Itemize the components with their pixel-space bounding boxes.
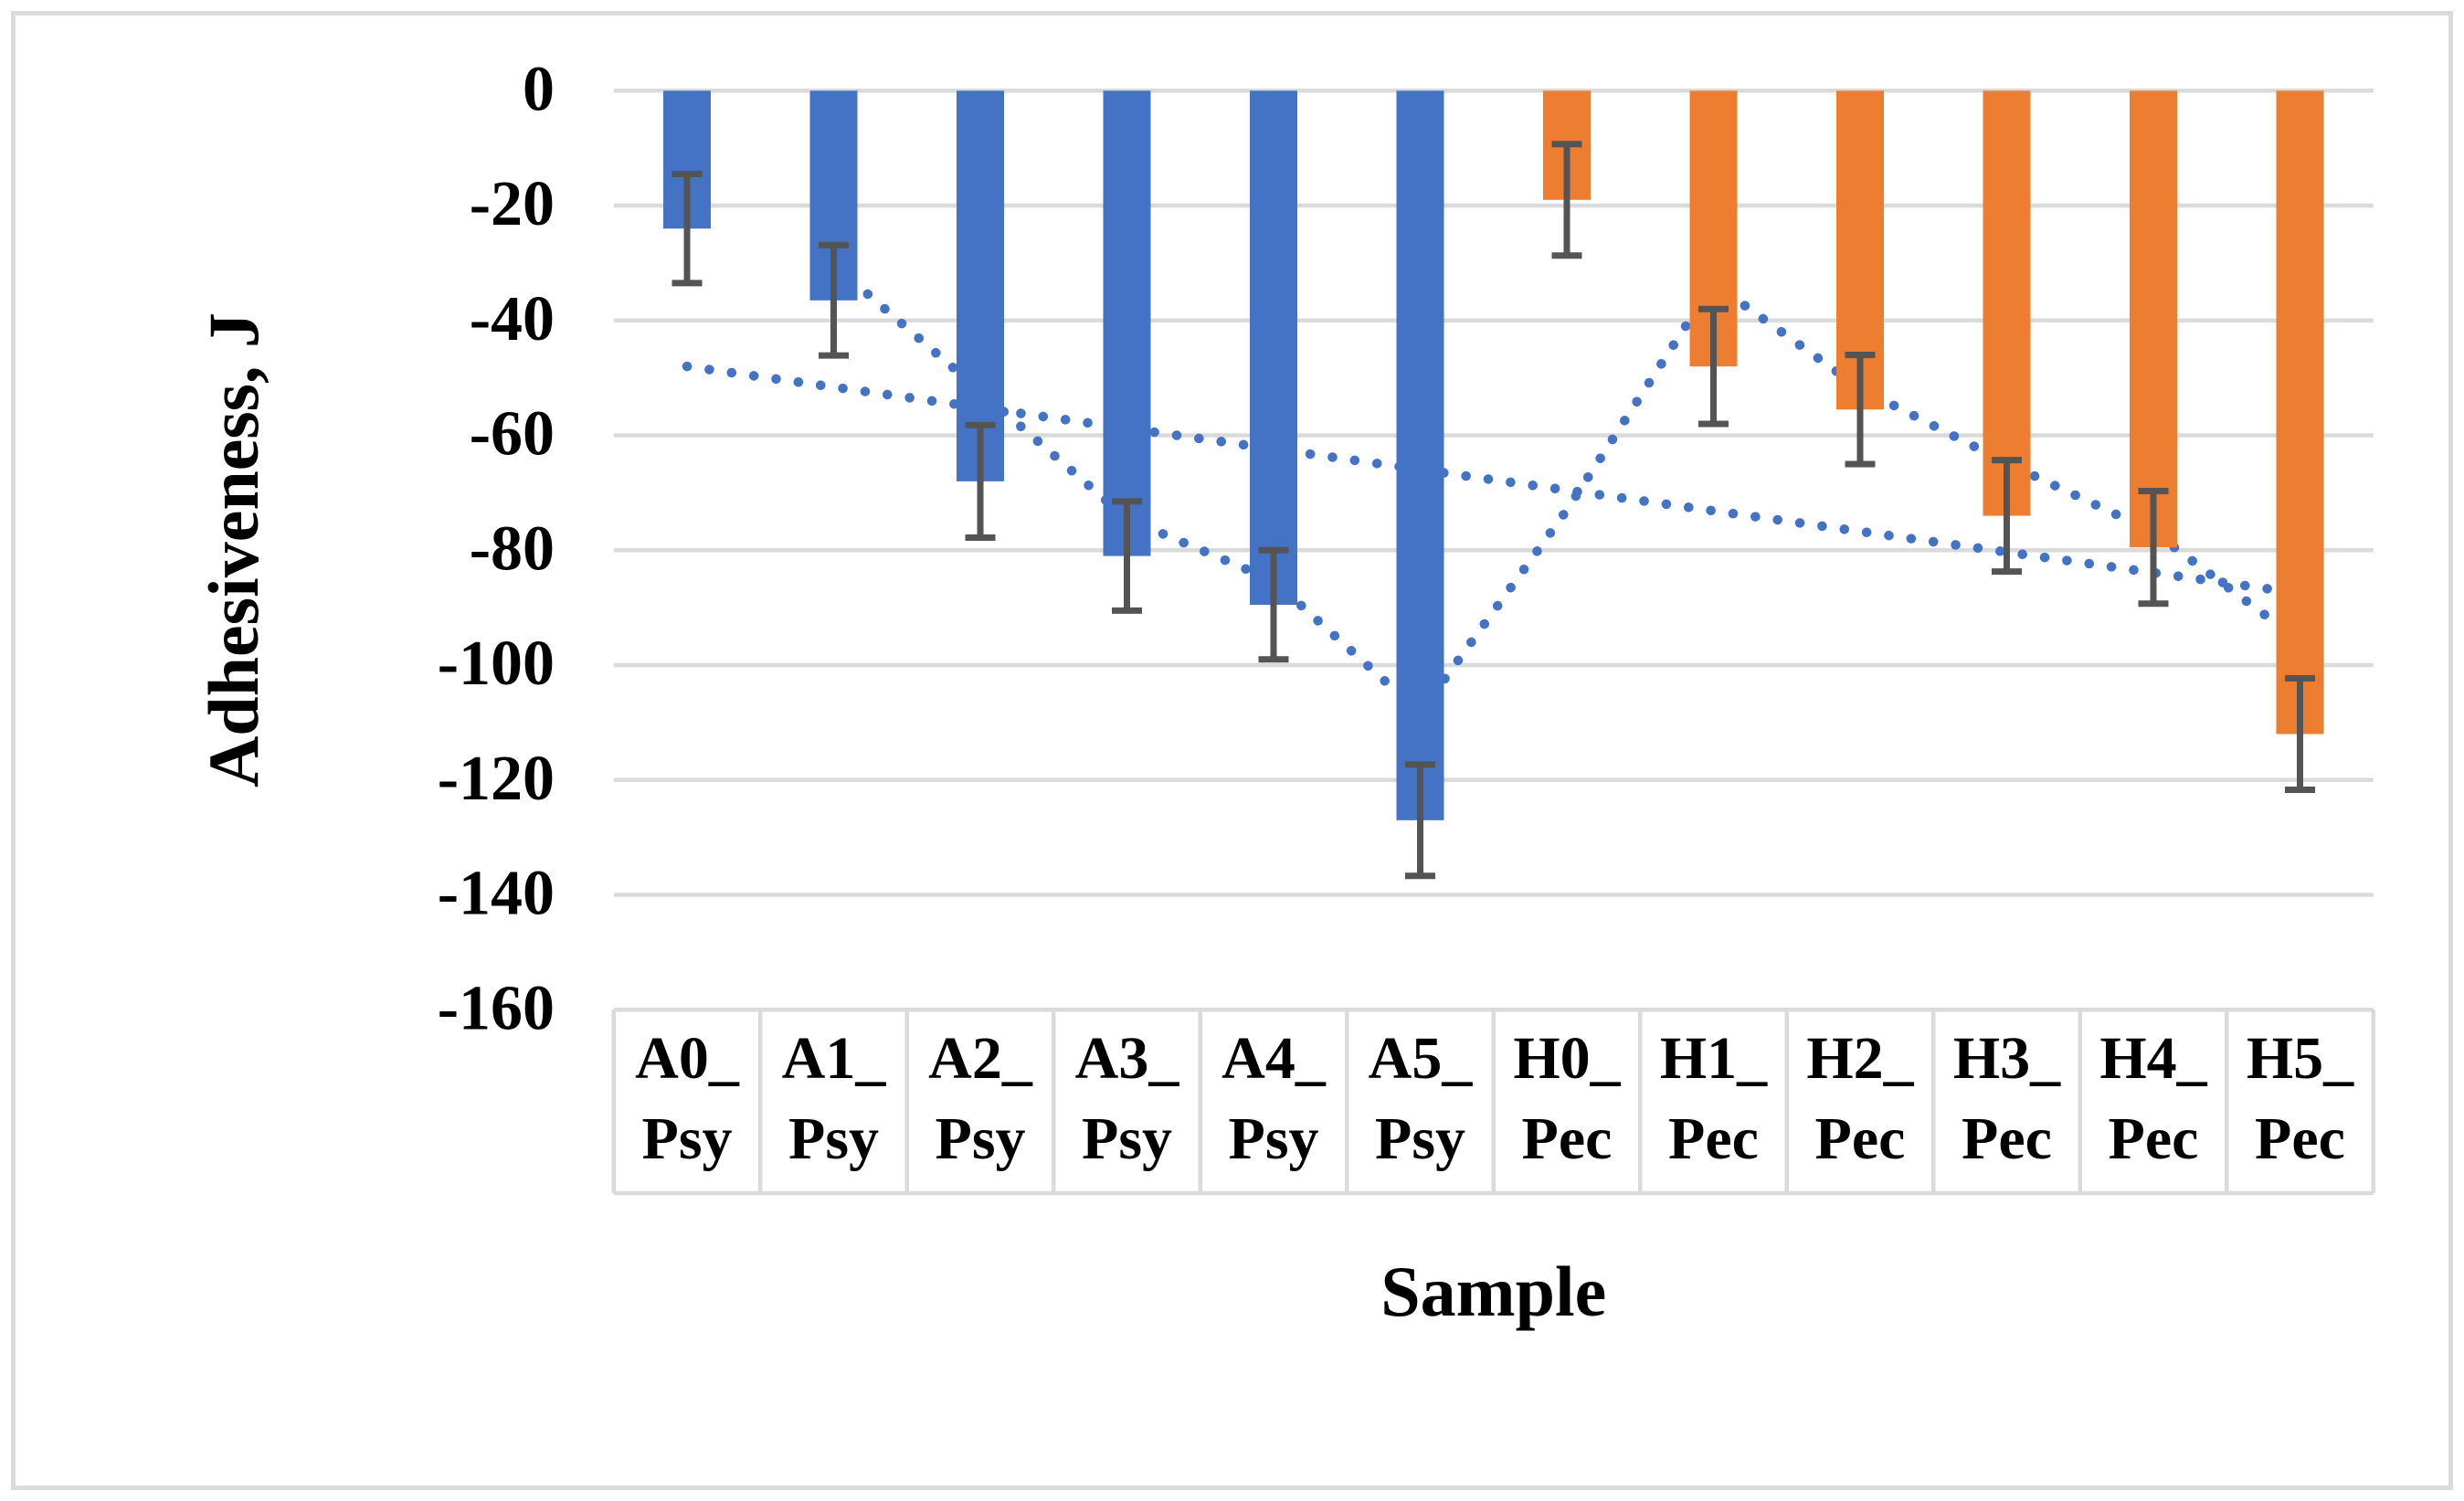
- category-label-line1-A1_Psy: A1_: [782, 1025, 887, 1092]
- category-label-line1-A3_Psy: A3_: [1075, 1025, 1180, 1092]
- category-label-line2-A0_Psy: Psy: [642, 1105, 733, 1172]
- bar-H4_Pec: [2130, 90, 2177, 548]
- category-label-line1-H1_Pec: H1_: [1660, 1025, 1768, 1092]
- x-axis-title: Sample: [1380, 1252, 1606, 1331]
- y-tick-label: -160: [438, 973, 555, 1043]
- category-label-line1-H4_Pec: H4_: [2099, 1025, 2207, 1092]
- category-label-line2-H5_Pec: Pec: [2255, 1105, 2345, 1172]
- category-label-line1-A4_Psy: A4_: [1221, 1025, 1327, 1092]
- y-tick-label: -40: [470, 284, 555, 354]
- y-tick-label: -120: [438, 744, 555, 814]
- category-label-line1-H3_Pec: H3_: [1953, 1025, 2061, 1092]
- category-label-line1-A5_Psy: A5_: [1369, 1025, 1474, 1092]
- bar-A3_Psy: [1103, 90, 1151, 556]
- category-label-line2-A1_Psy: Psy: [788, 1105, 879, 1172]
- category-label-line2-A3_Psy: Psy: [1082, 1105, 1172, 1172]
- y-tick-label: -20: [470, 169, 555, 239]
- category-label-line2-H1_Pec: Pec: [1668, 1105, 1759, 1172]
- y-tick-label: -60: [470, 399, 555, 470]
- category-label-line2-H3_Pec: Pec: [1962, 1105, 2052, 1172]
- category-label-line1-A2_Psy: A2_: [928, 1025, 1033, 1092]
- y-tick-label: -80: [470, 513, 555, 584]
- category-label-line2-A5_Psy: Psy: [1375, 1105, 1465, 1172]
- category-label-line2-H0_Pec: Pec: [1522, 1105, 1613, 1172]
- y-axis-title: Adhesiveness, J: [194, 312, 273, 787]
- linear-trendline: [682, 361, 2305, 598]
- category-label-line1-H5_Pec: H5_: [2247, 1025, 2354, 1092]
- category-label-line2-A2_Psy: Psy: [936, 1105, 1026, 1172]
- bar-H3_Pec: [1983, 90, 2031, 516]
- bar-H5_Pec: [2276, 90, 2324, 735]
- bar-A4_Psy: [1250, 90, 1297, 606]
- category-label-line2-A4_Psy: Psy: [1229, 1105, 1319, 1172]
- category-label-line1-H2_Pec: H2_: [1806, 1025, 1914, 1092]
- y-tick-label: -140: [438, 859, 555, 929]
- category-label-line2-H4_Pec: Pec: [2109, 1105, 2199, 1172]
- figure-border: [11, 11, 2453, 1490]
- moving-average-trendline: [829, 259, 2305, 718]
- category-label-line1-H0_Pec: H0_: [1513, 1025, 1621, 1092]
- y-tick-label: 0: [523, 54, 555, 124]
- category-label-line2-H2_Pec: Pec: [1815, 1105, 1906, 1172]
- bar-A5_Psy: [1396, 90, 1444, 820]
- category-label-line1-A0_Psy: A0_: [635, 1025, 740, 1092]
- bar-A2_Psy: [957, 90, 1004, 481]
- y-tick-label: -100: [438, 629, 555, 699]
